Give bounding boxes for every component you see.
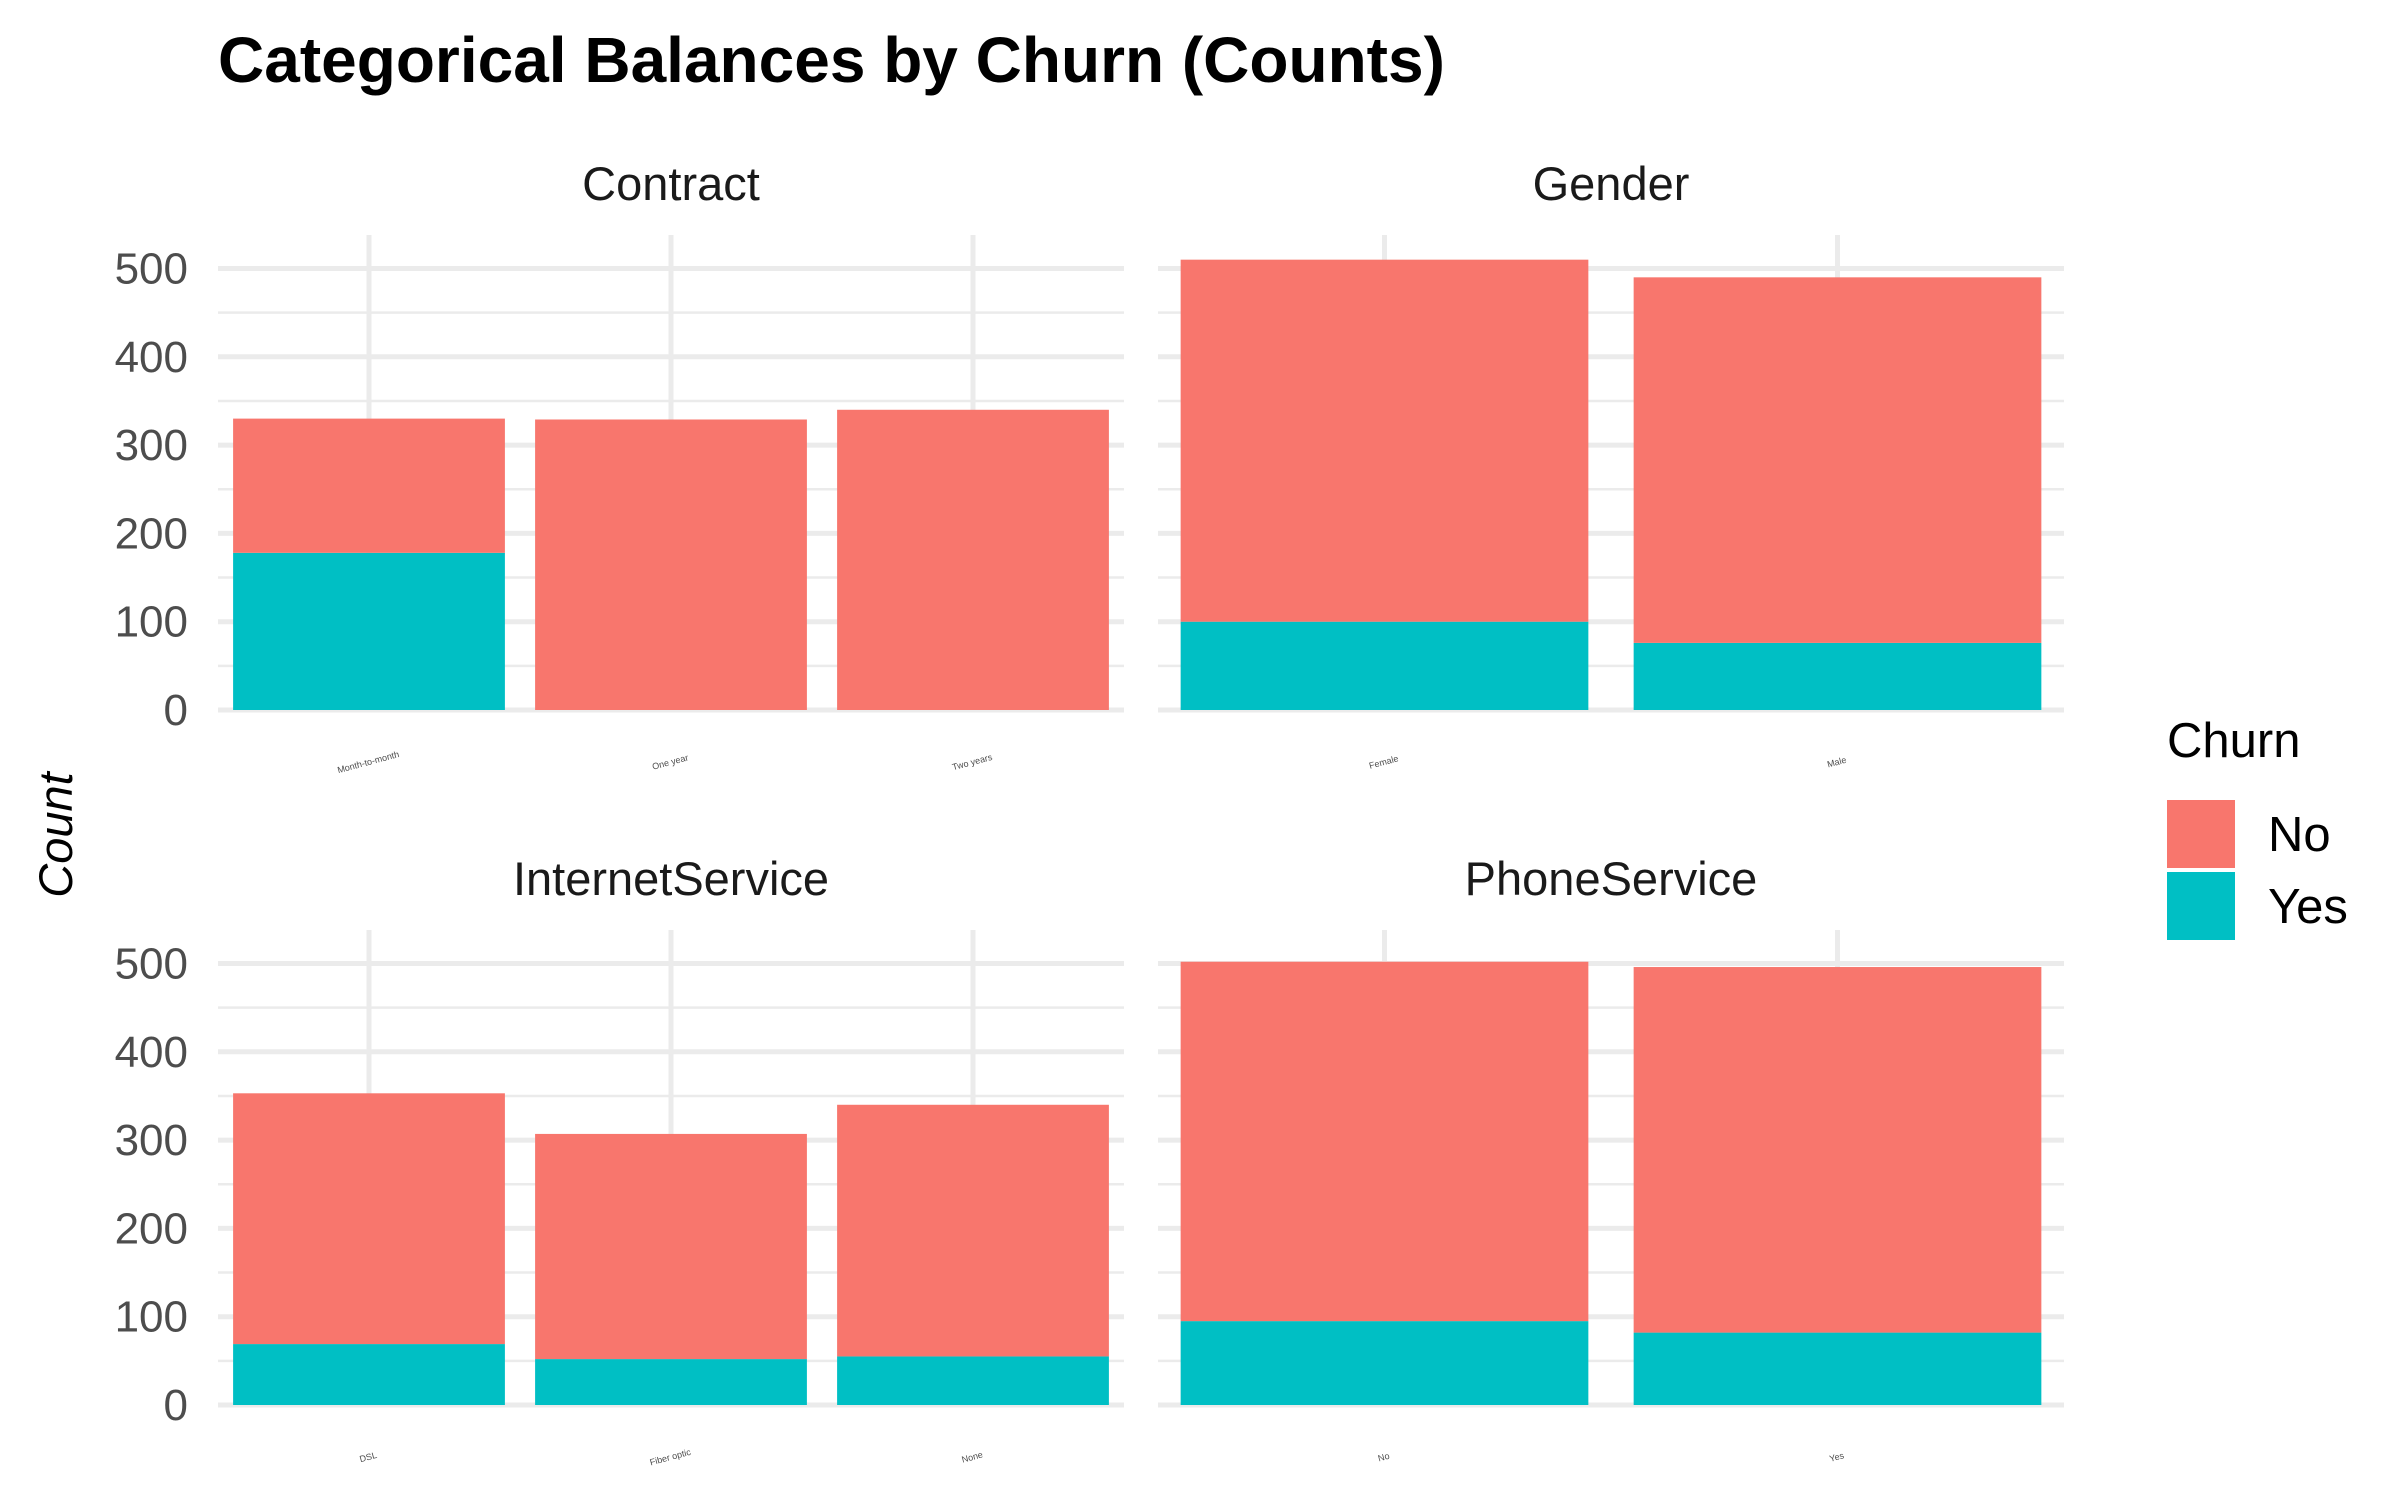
bar-phoneservice-no-yes [1180, 1321, 1589, 1405]
chart-title: Categorical Balances by Churn (Counts) [218, 24, 1445, 96]
y-tick-label: 500 [115, 245, 188, 294]
y-tick-label: 0 [164, 686, 188, 735]
bar-internetservice-fiber-optic-no [535, 1133, 807, 1360]
panel-gender: Gender Female Male [1158, 157, 2064, 771]
y-axis-label: Count [29, 770, 82, 897]
legend-label-yes: Yes [2268, 880, 2348, 934]
x-tick-label: Two years [951, 752, 994, 772]
bar-internetservice-dsl-no [233, 1093, 505, 1345]
bar-phoneservice-no-no [1180, 961, 1589, 1322]
facet-title-gender: Gender [1533, 157, 1690, 210]
bar-contract-two-years-no [837, 409, 1109, 710]
y-tick-label: 500 [115, 940, 188, 989]
facet-title-contract: Contract [582, 157, 760, 210]
bar-internetservice-fiber-optic-yes [535, 1359, 807, 1405]
y-tick-label: 100 [115, 598, 188, 647]
x-tick-label: No [1377, 1451, 1391, 1464]
x-tick-label: Yes [1828, 1450, 1845, 1464]
y-tick-label: 100 [115, 1293, 188, 1342]
bar-gender-male-no [1633, 277, 2042, 643]
bar-phoneservice-yes-yes [1633, 1332, 2042, 1405]
y-tick-label: 400 [115, 1028, 188, 1077]
x-tick-label: Female [1368, 753, 1400, 770]
bar-gender-male-yes [1633, 642, 2042, 710]
bar-contract-month-to-month-yes [233, 552, 505, 710]
panel-phoneservice: PhoneService No Yes [1158, 852, 2064, 1464]
y-tick-label: 0 [164, 1381, 188, 1430]
y-tick-label: 200 [115, 1204, 188, 1253]
bar-gender-female-no [1180, 259, 1589, 622]
bar-contract-month-to-month-no [233, 418, 505, 553]
legend-key-no [2167, 800, 2235, 868]
x-tick-label: Month-to-month [336, 749, 400, 775]
bar-gender-female-yes [1180, 621, 1589, 710]
x-tick-label: None [961, 1449, 984, 1464]
x-tick-label: One year [651, 752, 689, 771]
bar-internetservice-none-no [837, 1104, 1109, 1357]
legend-title: Churn [2167, 714, 2300, 768]
panel-internetservice: InternetService DSL Fiber optic None 0 100 200… [115, 852, 1124, 1467]
facet-title-internetservice: InternetService [513, 852, 829, 905]
y-tick-label: 300 [115, 421, 188, 470]
legend-label-no: No [2268, 808, 2331, 862]
legend-key-yes [2167, 872, 2235, 940]
bar-internetservice-dsl-yes [233, 1344, 505, 1405]
facet-title-phoneservice: PhoneService [1465, 852, 1758, 905]
y-tick-label: 400 [115, 333, 188, 382]
x-tick-label: Male [1826, 755, 1847, 770]
facet-panels: Contract Month-to-month One year Two years 0… [115, 157, 2064, 1467]
x-tick-label: DSL [358, 1450, 378, 1464]
x-tick-label: Fiber optic [649, 1447, 693, 1468]
y-tick-label: 300 [115, 1116, 188, 1165]
bar-phoneservice-yes-no [1633, 967, 2042, 1333]
y-tick-label: 200 [115, 509, 188, 558]
legend: Churn No Yes [2167, 714, 2348, 940]
panel-contract: Contract Month-to-month One year Two years 0… [115, 157, 1124, 775]
bar-contract-one-year-no [535, 419, 807, 710]
bar-internetservice-none-yes [837, 1356, 1109, 1405]
